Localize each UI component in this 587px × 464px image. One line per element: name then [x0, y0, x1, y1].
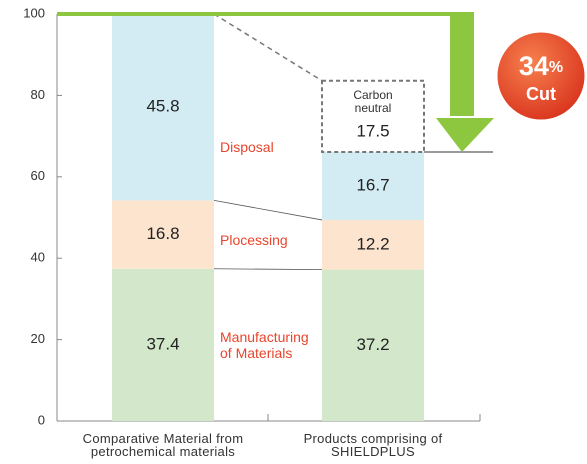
- connector: [213, 13, 323, 82]
- arrow-shaft: [450, 12, 474, 116]
- y-tick-label: 80: [31, 87, 45, 102]
- connector: [213, 200, 323, 221]
- bar-segment: [322, 151, 424, 220]
- value-label: 37.4: [146, 334, 179, 353]
- value-label: 16.7: [356, 175, 389, 194]
- bar-segment: [322, 269, 424, 421]
- y-tick-label: 60: [31, 168, 45, 183]
- series-label: Manufacturing of Materials: [220, 329, 309, 362]
- arrow-head: [436, 117, 494, 152]
- x-tick-label: Products comprising of SHIELDPLUS: [303, 431, 443, 459]
- value-label: 45.8: [146, 97, 179, 116]
- carbon-neutral-box: [321, 79, 425, 153]
- badge-value: 34%: [519, 51, 563, 81]
- bar-segment: [112, 268, 214, 421]
- series-label: Plocessing: [220, 231, 288, 248]
- connector: [213, 268, 323, 270]
- y-tick-label: 40: [31, 250, 45, 265]
- series-label: Disposal: [220, 138, 274, 155]
- y-tick-label: 100: [23, 5, 45, 20]
- badge: [494, 29, 587, 123]
- bar-segment: [112, 14, 214, 201]
- x-tick-label: Comparative Material from petrochemical …: [82, 431, 244, 459]
- badge-number: 34: [519, 51, 549, 81]
- value-label: 12.2: [356, 234, 389, 253]
- value-label: 17.5: [356, 121, 389, 140]
- y-tick-label: 20: [31, 331, 45, 346]
- bar-segment: [112, 200, 214, 269]
- value-label: 37.2: [356, 335, 389, 354]
- value-label: 16.8: [146, 224, 179, 243]
- y-tick-label: 0: [38, 412, 45, 427]
- carbon-neutral-label: Carbon neutral: [353, 87, 393, 115]
- badge-text: Cut: [526, 84, 556, 104]
- badge-unit: %: [549, 59, 563, 76]
- bar-segment: [322, 219, 424, 270]
